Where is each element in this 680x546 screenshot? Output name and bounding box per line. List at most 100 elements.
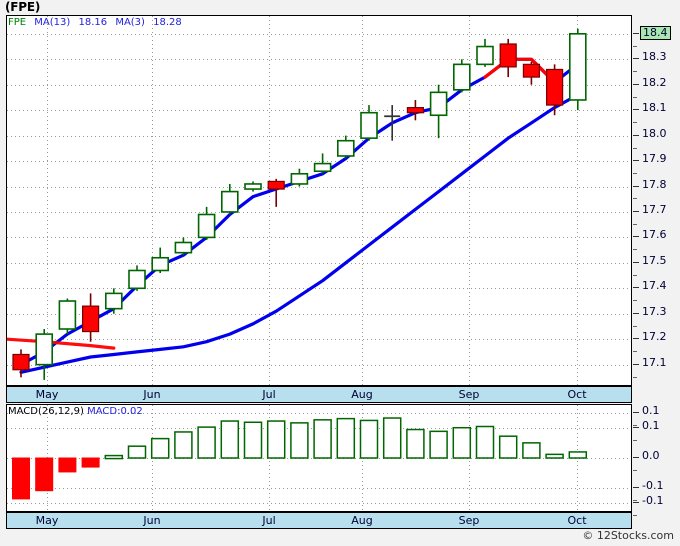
legend-ma13-value: 18.16	[78, 17, 108, 28]
x-axis-label-macd: Jun	[143, 514, 161, 527]
x-axis-band-price: May Jun Jul Aug Sep Oct	[6, 386, 632, 403]
y-axis-tick-mark	[633, 312, 639, 314]
macd-axis-label: 0.0	[642, 449, 660, 462]
x-axis-label-macd: Sep	[458, 514, 480, 527]
y-axis-label: 17.6	[642, 228, 667, 242]
macd-axis-tick-mark	[633, 426, 639, 428]
candlestick	[35, 329, 54, 380]
y-axis-minor-tick	[633, 147, 637, 149]
macd-chart-panel	[6, 404, 632, 512]
y-axis-label: 17.2	[642, 330, 667, 344]
macd-histogram-bar	[522, 442, 541, 459]
y-axis-label: 18.1	[642, 101, 667, 115]
macd-axis-minor-tick	[633, 500, 637, 502]
y-axis-label: 17.7	[642, 202, 667, 216]
x-axis-label-macd: Jul	[262, 514, 276, 527]
candlestick	[360, 105, 378, 141]
macd-axis-label: -0.1	[642, 494, 664, 508]
y-axis-minor-tick	[633, 223, 637, 225]
macd-histogram-bar	[452, 426, 472, 459]
price-legend: FPE MA(13) 18.16 MA(3) 18.28	[8, 16, 187, 29]
macd-legend: MACD(26,12,9) MACD:0.02	[8, 405, 143, 418]
y-axis-minor-tick	[633, 351, 637, 353]
y-axis-label: 18.0	[642, 126, 667, 140]
candlestick	[429, 84, 448, 139]
x-axis-label-price: Aug	[351, 388, 373, 401]
macd-histogram-bar	[81, 457, 100, 468]
legend-symbol: FPE	[8, 17, 27, 28]
x-axis-label-macd: May	[35, 514, 59, 527]
candlestick	[522, 61, 541, 85]
macd-histogram-bar	[150, 437, 170, 459]
y-axis-tick-mark	[633, 32, 639, 34]
y-axis-tick-mark	[633, 338, 639, 340]
legend-ma3-value: 18.28	[153, 17, 182, 28]
macd-axis-tick-mark	[633, 411, 639, 413]
y-axis-minor-tick	[633, 274, 637, 276]
y-axis-tick-mark	[633, 261, 639, 263]
y-axis-tick-mark	[633, 109, 639, 111]
footer: © 12Stocks.com	[0, 529, 680, 546]
candlestick	[313, 153, 332, 174]
y-axis-tick-mark	[633, 185, 639, 187]
macd-legend-label: MACD(26,12,9)	[8, 406, 84, 417]
price-plot	[7, 16, 631, 385]
y-axis-label: 17.4	[642, 279, 667, 293]
macd-histogram-bar	[359, 419, 379, 459]
candlestick	[290, 168, 309, 187]
y-axis-label: 17.3	[642, 304, 667, 318]
candlestick	[406, 99, 424, 121]
y-axis-minor-tick	[633, 198, 637, 200]
x-axis-label-price: Oct	[567, 388, 587, 401]
macd-histogram-bar	[243, 421, 263, 459]
macd-histogram-bar	[220, 420, 240, 459]
candlestick	[221, 183, 239, 215]
macd-histogram-bar	[58, 457, 77, 473]
y-axis-tick-mark	[633, 160, 639, 162]
candlestick	[81, 293, 100, 342]
y-axis-tick-mark	[633, 58, 639, 60]
macd-axis-minor-tick	[633, 424, 637, 426]
x-axis-label-price: Sep	[458, 388, 480, 401]
candlestick	[174, 237, 193, 256]
x-axis-label-price: Jun	[143, 388, 161, 401]
y-axis-minor-tick	[633, 376, 637, 378]
x-axis-label-price: Jul	[262, 388, 276, 401]
y-axis-tick-mark	[633, 236, 639, 238]
macd-legend-value: MACD:0.02	[87, 406, 143, 417]
macd-histogram-bar	[174, 431, 193, 459]
copyright-text: © 12Stocks.com	[582, 529, 674, 542]
macd-histogram-bar	[382, 417, 402, 459]
macd-histogram-bar	[12, 457, 30, 500]
macd-axis-minor-tick	[633, 439, 637, 441]
y-axis-label: 17.5	[642, 253, 667, 267]
candlestick	[128, 265, 146, 291]
y-axis-tick-mark	[633, 134, 639, 136]
page-title: (FPE)	[5, 0, 41, 14]
candlestick	[197, 206, 216, 240]
y-axis-minor-tick	[633, 45, 637, 47]
macd-histogram-bar	[498, 435, 518, 459]
title-bar: (FPE)	[0, 0, 680, 15]
macd-histogram-bar	[127, 445, 147, 459]
candlestick	[336, 135, 355, 159]
macd-histogram-bar	[429, 430, 448, 459]
candlestick	[105, 288, 123, 314]
price-chart-panel	[6, 15, 632, 386]
candlestick	[384, 105, 401, 141]
y-axis-label: 17.1	[642, 355, 667, 369]
legend-ma3-label: MA(3)	[115, 17, 145, 28]
macd-histogram-bar	[313, 419, 332, 459]
y-axis-minor-tick	[633, 325, 637, 327]
macd-histogram-bar	[336, 417, 356, 459]
price-y-axis: 18.4 18.3 18.2 18.1 18.0 17.9 17.8 17.7 17.6 17.5…	[633, 15, 680, 386]
macd-histogram-bar	[266, 420, 286, 459]
y-axis-minor-tick	[633, 249, 637, 251]
macd-axis-label: -0.1	[642, 479, 664, 493]
y-axis-minor-tick	[633, 172, 637, 174]
macd-axis-label: 0.1	[642, 418, 660, 432]
y-axis-label: 18.2	[642, 75, 667, 89]
candlestick	[545, 64, 564, 116]
macd-histogram-bar	[197, 426, 216, 459]
